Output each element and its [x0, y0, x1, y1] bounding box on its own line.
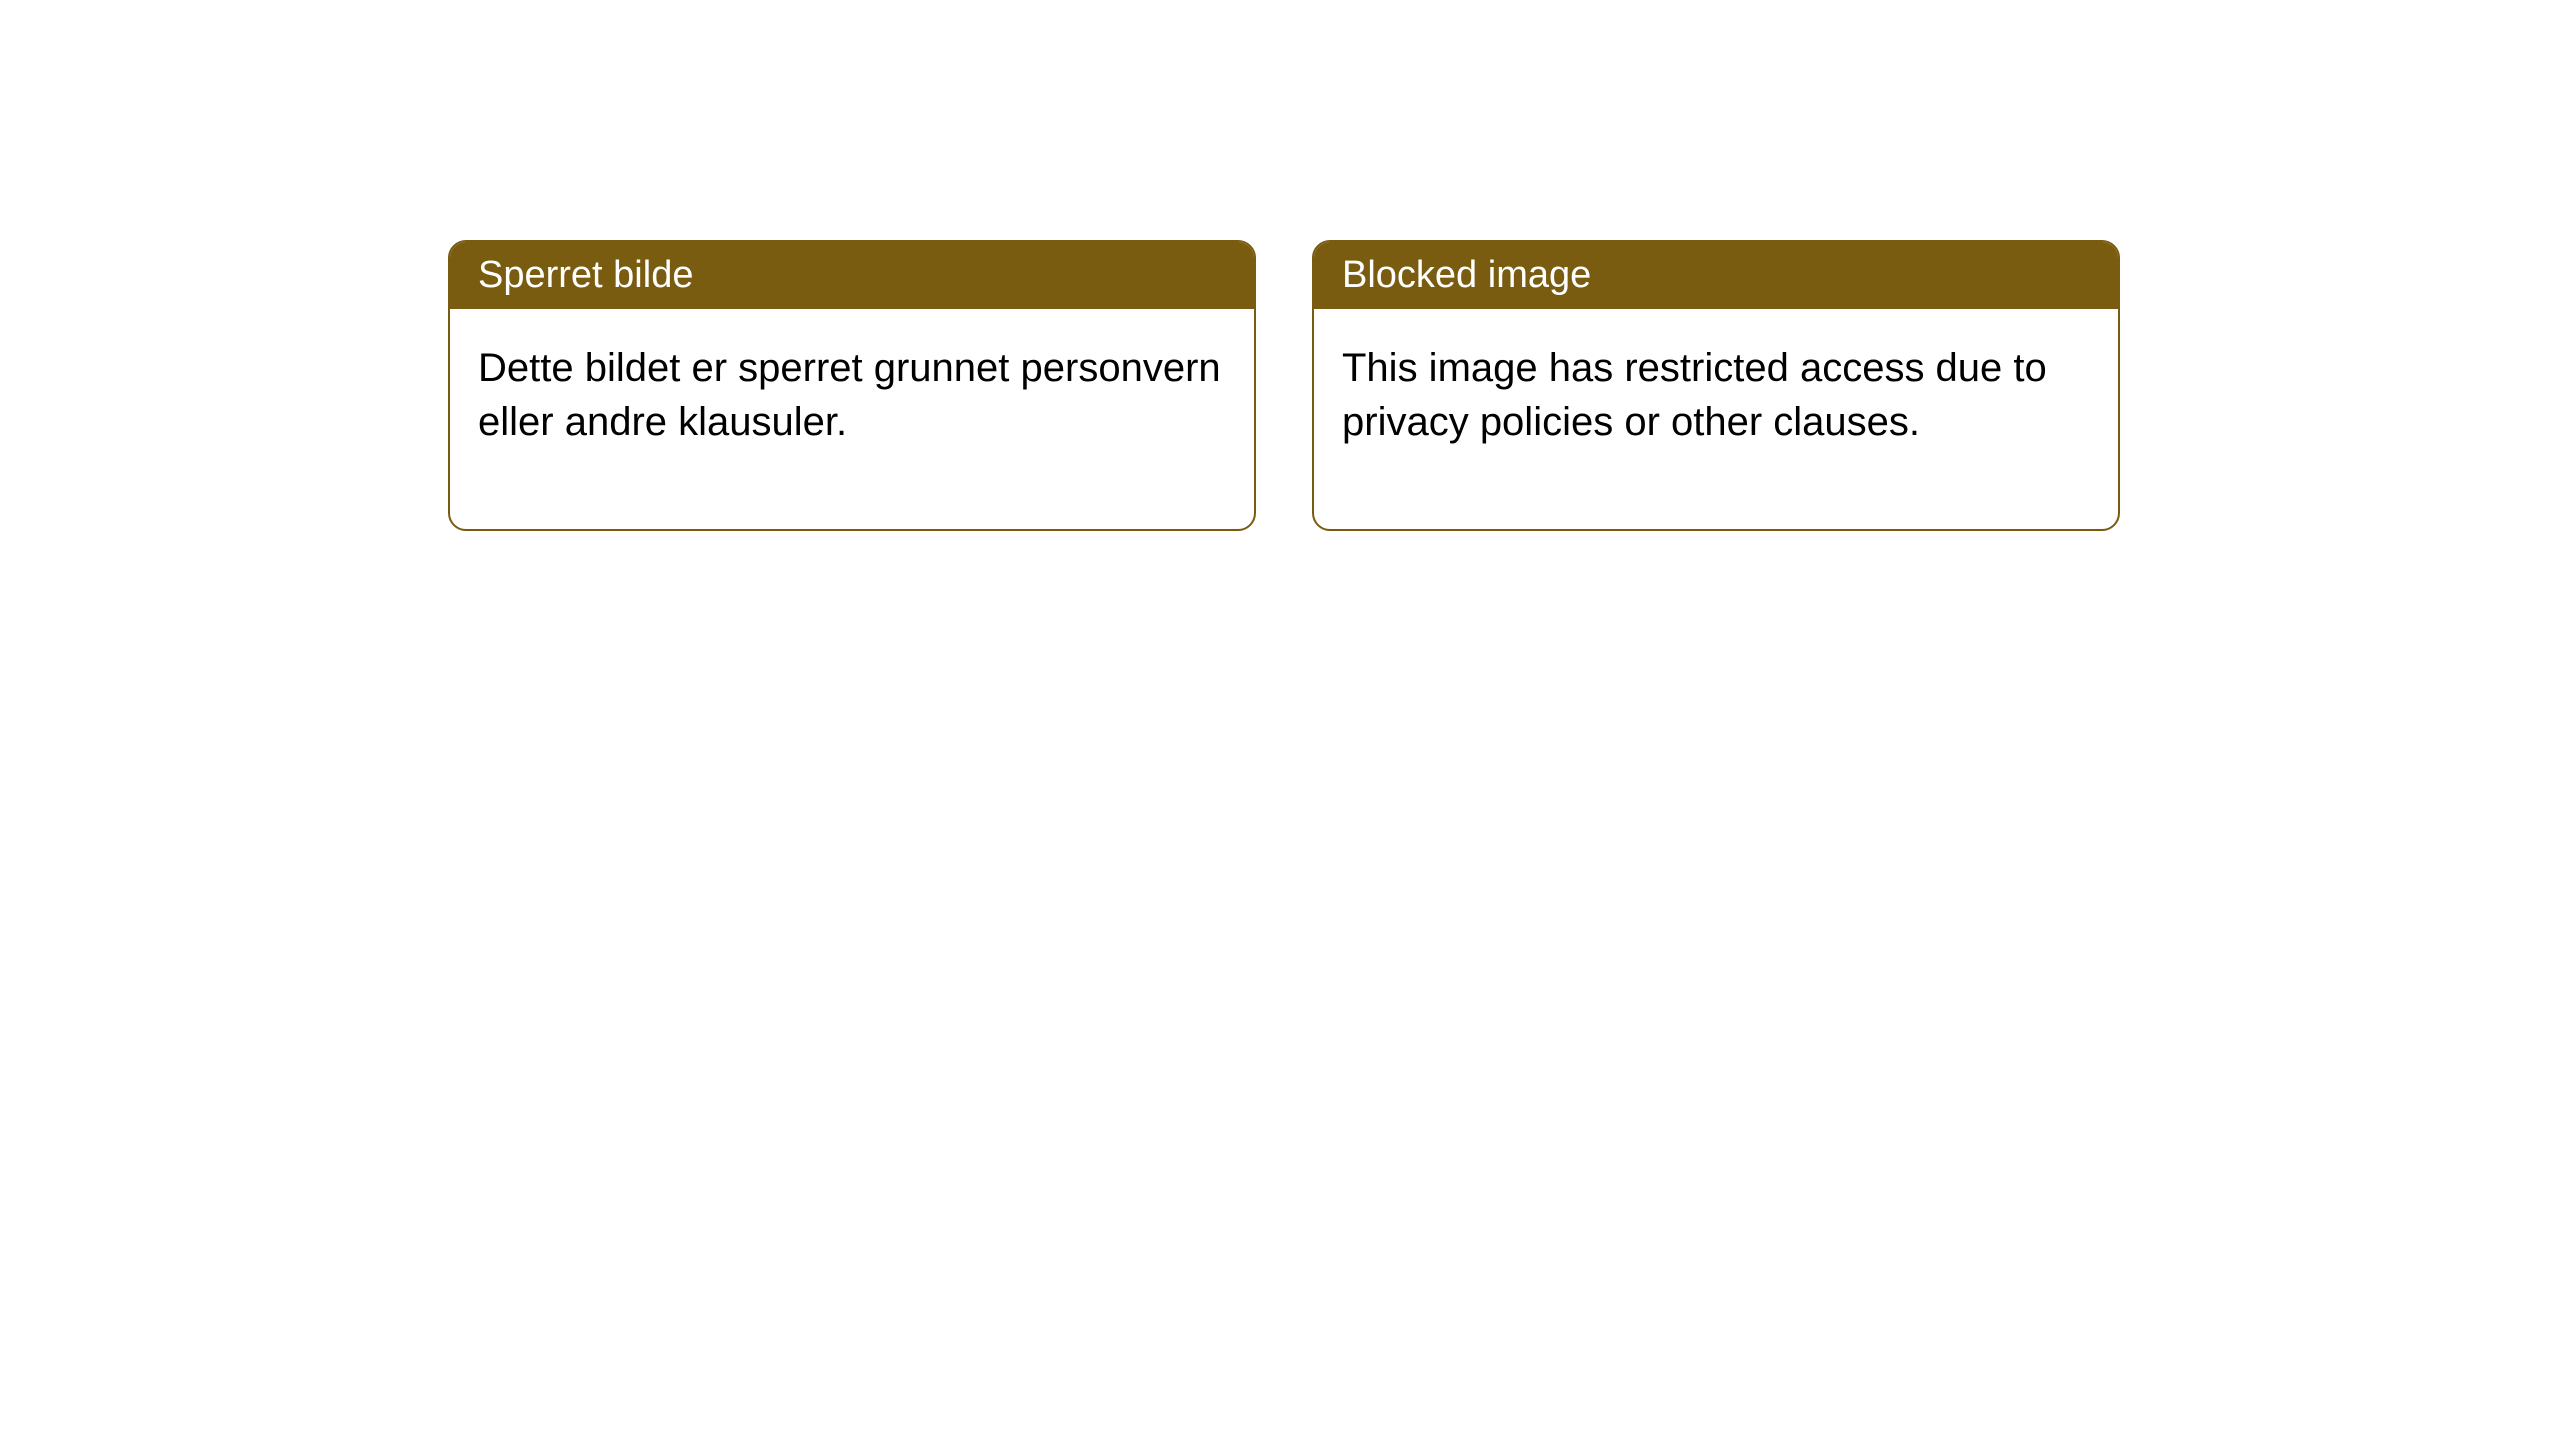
- card-message-en: This image has restricted access due to …: [1342, 346, 2047, 444]
- card-body-no: Dette bildet er sperret grunnet personve…: [450, 309, 1254, 529]
- blocked-image-card-en: Blocked image This image has restricted …: [1312, 240, 2120, 531]
- card-title-en: Blocked image: [1342, 254, 1591, 296]
- card-title-no: Sperret bilde: [478, 254, 693, 296]
- card-header-en: Blocked image: [1314, 242, 2118, 309]
- card-body-en: This image has restricted access due to …: [1314, 309, 2118, 529]
- card-header-no: Sperret bilde: [450, 242, 1254, 309]
- blocked-image-notice-container: Sperret bilde Dette bildet er sperret gr…: [448, 240, 2560, 531]
- card-message-no: Dette bildet er sperret grunnet personve…: [478, 346, 1221, 444]
- blocked-image-card-no: Sperret bilde Dette bildet er sperret gr…: [448, 240, 1256, 531]
